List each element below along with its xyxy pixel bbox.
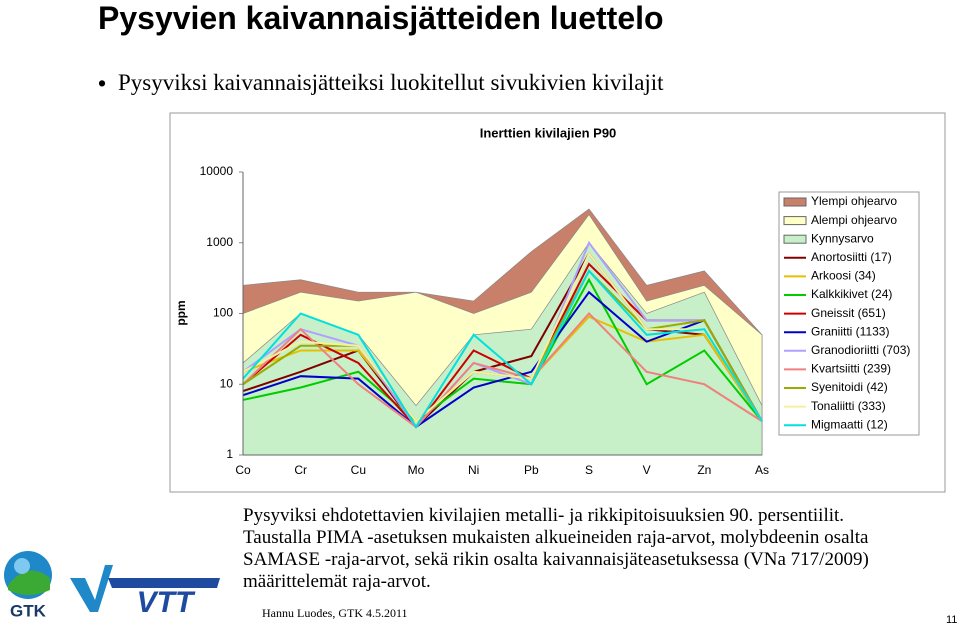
legend-label: Granodioriitti (703)	[811, 343, 910, 357]
y-axis-label: ppm	[174, 300, 188, 325]
y-tick-label: 10	[220, 376, 234, 390]
plot-area: 1 10 100 1000 10000 Co Cr Cu Mo Ni Pb S V Zn As	[200, 164, 769, 477]
y-tick-label: 100	[213, 306, 233, 320]
legend-label: Kynnysarvo	[811, 231, 874, 245]
vtt-logo: VTT	[70, 565, 220, 619]
legend-label: Arkoosi (34)	[811, 269, 876, 283]
y-tick-label: 10000	[200, 164, 234, 178]
page-number: 11	[946, 614, 958, 626]
slide-title: Pysyvien kaivannaisjätteiden luettelo	[98, 0, 664, 36]
x-tick-label: Ni	[468, 463, 479, 477]
x-tick-label: S	[585, 463, 593, 477]
legend-label: Kvartsiitti (239)	[811, 362, 891, 376]
line	[242, 251, 763, 423]
footer: Hannu Luodes, GTK 4.5.2011	[262, 606, 408, 620]
legend: Ylempi ohjearvo Alempi ohjearvo Kynnysarvo…	[783, 194, 910, 431]
line	[242, 312, 763, 429]
legend-label: Alempi ohjearvo	[811, 213, 897, 227]
x-tick-label: Mo	[408, 463, 425, 477]
chart-title: Inerttien kivilajien P90	[480, 125, 617, 140]
legend-swatch	[783, 216, 807, 226]
note: Taustalla PIMA -asetuksen mukaisten alku…	[243, 527, 869, 592]
y-tick-label: 1000	[206, 235, 233, 249]
x-tick-label: Pb	[524, 463, 539, 477]
y-tick-label: 1	[226, 447, 233, 461]
x-tick-label: Zn	[697, 463, 711, 477]
x-tick-label: As	[755, 463, 769, 477]
legend-label: Migmaatti (12)	[811, 417, 888, 431]
legend-label: Tonaliitti (333)	[811, 399, 886, 413]
legend-swatch	[783, 234, 807, 244]
legend-label: Anortosiitti (17)	[811, 250, 892, 264]
legend-label: Syenitoidi (42)	[811, 380, 888, 394]
line	[242, 240, 763, 429]
legend-label: Graniitti (1133)	[811, 324, 889, 338]
bullet: Pysyviksi kaivannaisjätteiksi luokitellu…	[98, 70, 664, 97]
legend-label: Gneissit (651)	[811, 306, 886, 320]
line	[242, 277, 763, 423]
x-tick-label: Cr	[294, 463, 307, 477]
notes: Pysyviksi ehdotettavien kivilajien metal…	[243, 505, 943, 593]
legend-label: Ylempi ohjearvo	[811, 194, 897, 208]
gtk-logo: GTK	[4, 551, 52, 620]
legend-label: Kalkkikivet (24)	[811, 287, 892, 301]
note: Pysyviksi ehdotettavien kivilajien metal…	[243, 505, 845, 526]
legend-swatch	[783, 197, 807, 207]
gtk-logo-text: GTK	[10, 601, 47, 620]
line	[242, 269, 763, 429]
x-tick-label: Co	[235, 463, 251, 477]
x-tick-label: Cu	[351, 463, 366, 477]
vtt-logo-text: VTT	[137, 586, 196, 619]
x-tick-label: V	[643, 463, 651, 477]
bullet-text: Pysyviksi kaivannaisjätteiksi luokitellu…	[118, 70, 664, 95]
